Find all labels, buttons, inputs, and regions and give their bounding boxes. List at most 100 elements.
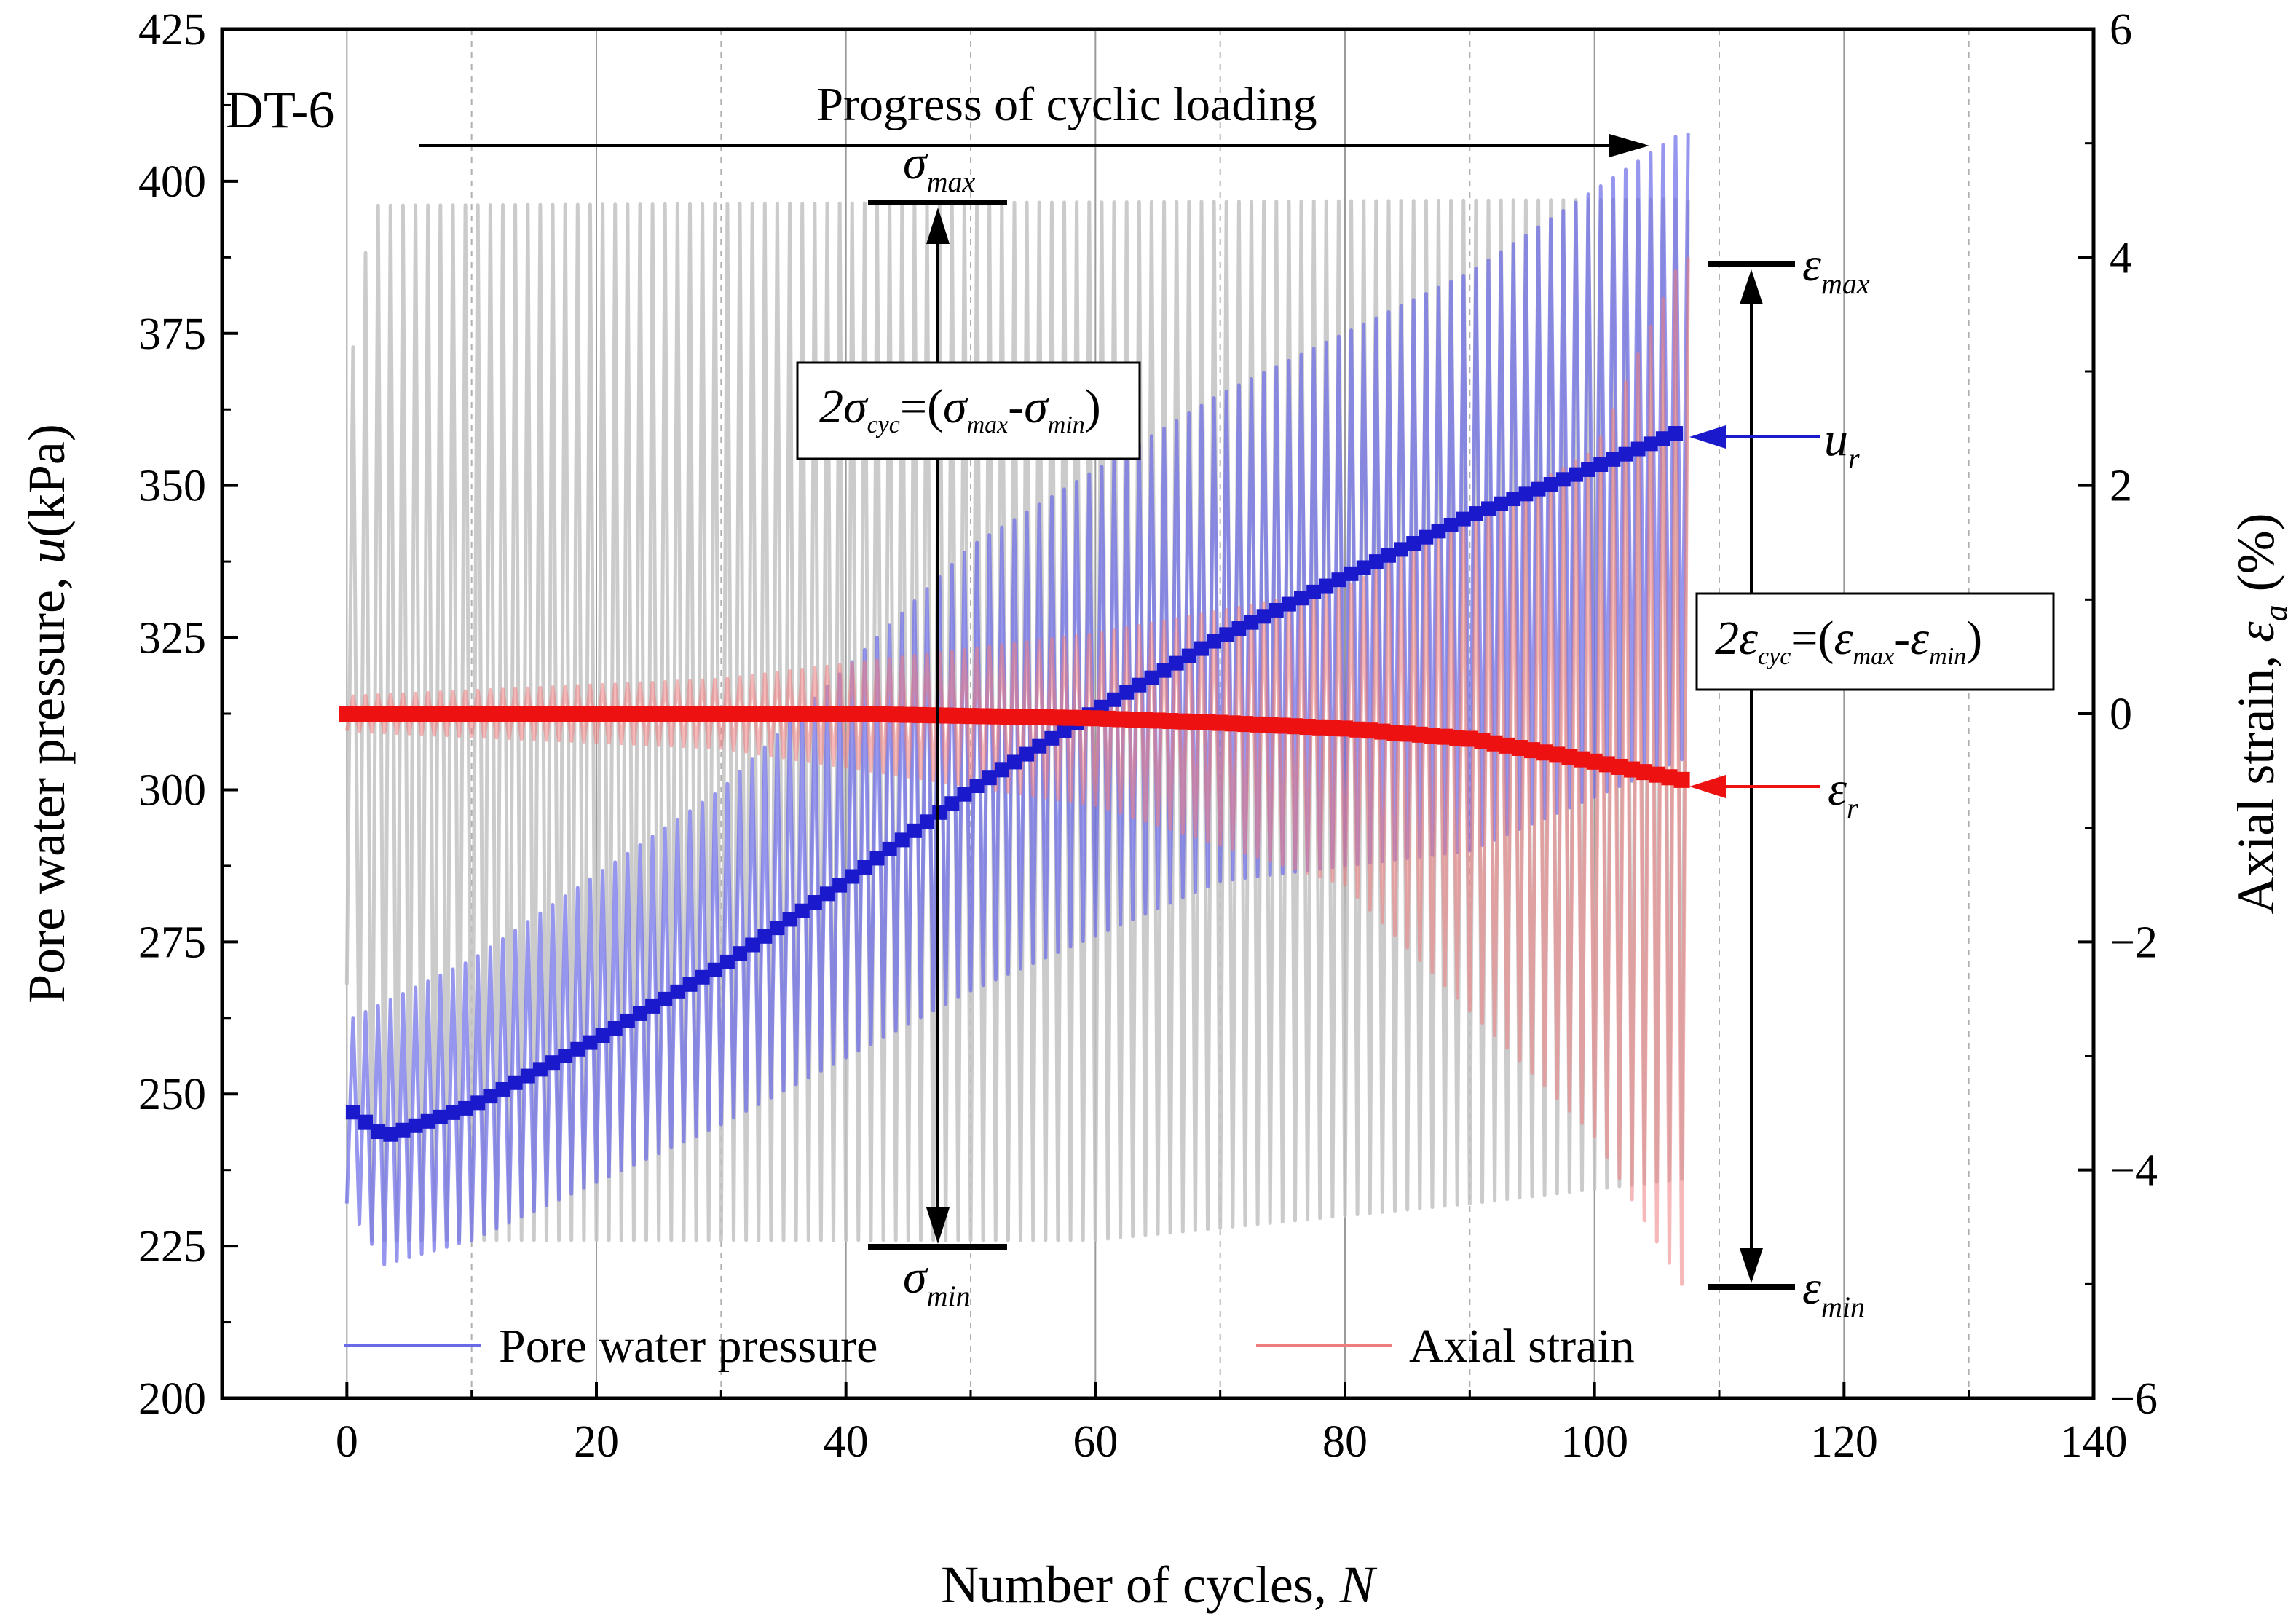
y-left-tick-label: 300: [138, 765, 206, 815]
sigma-arrow-up: [926, 208, 950, 244]
strain-residual-marker: [1411, 726, 1428, 743]
eps-arrow-down: [1740, 1248, 1763, 1283]
pore-residual-marker: [1119, 685, 1135, 700]
pore-residual-marker: [1543, 476, 1558, 492]
strain-residual-marker: [1075, 709, 1092, 726]
eps-min-label: εmin: [1802, 1261, 1865, 1323]
y-right-tick-label: −4: [2110, 1146, 2158, 1196]
strain-residual-marker: [1262, 717, 1279, 733]
pore-residual-marker: [1555, 472, 1571, 487]
eps-max-label: εmax: [1802, 238, 1870, 300]
pore-residual-marker: [733, 946, 748, 961]
strain-residual-marker: [1574, 751, 1590, 768]
pore-residual-marker: [882, 841, 897, 856]
pore-residual-marker: [1406, 536, 1421, 551]
pore-residual-marker: [1219, 627, 1234, 642]
pore-residual-marker: [1494, 496, 1509, 511]
strain-residual-marker: [1474, 733, 1491, 749]
pore-residual-marker: [1581, 462, 1596, 477]
strain-residual-marker: [1250, 716, 1266, 733]
pore-residual-marker: [1194, 641, 1209, 656]
pore-residual-marker: [408, 1118, 423, 1133]
pore-residual-marker: [1319, 578, 1334, 594]
pore-residual-marker: [932, 805, 947, 820]
legend-label-pore: Pore water pressure: [499, 1320, 877, 1373]
strain-residual-marker: [1561, 749, 1578, 765]
pore-residual-marker: [558, 1049, 573, 1063]
y-left-tick-label: 225: [138, 1222, 206, 1272]
pore-residual-marker: [1032, 738, 1047, 754]
x-axis-title: Number of cycles, N: [941, 1556, 1378, 1614]
strain-residual-marker: [1424, 728, 1440, 744]
pore-residual-marker: [1468, 506, 1483, 521]
strain-residual-marker: [1337, 720, 1353, 737]
strain-residual-marker: [1624, 761, 1641, 778]
strain-residual-marker: [713, 706, 730, 722]
strain-residual-marker: [1224, 715, 1241, 732]
strain-residual-marker: [975, 708, 992, 725]
pore-residual-marker: [1506, 492, 1521, 507]
strain-residual-marker: [1324, 720, 1341, 736]
pore-residual-marker: [1057, 722, 1072, 738]
pore-residual-marker: [483, 1089, 498, 1104]
sigma-cyc-label: 2σcyc=(σmax-σmin): [819, 380, 1101, 438]
x-tick-label: 60: [1073, 1417, 1118, 1467]
strain-residual-marker: [1486, 735, 1503, 752]
pore-residual-marker: [794, 903, 810, 918]
pore-residual-marker: [957, 787, 972, 802]
y-right-tick-label: −2: [2110, 918, 2158, 967]
pore-residual-marker: [1019, 746, 1035, 762]
y-left-tick-label: 375: [138, 310, 206, 359]
strain-residual-marker: [912, 706, 929, 723]
markers-layer: [339, 426, 1690, 1142]
x-tick-label: 40: [824, 1417, 869, 1467]
strain-residual-marker: [339, 706, 355, 722]
strain-residual-marker: [1636, 764, 1653, 781]
pore-residual-marker: [1306, 584, 1322, 599]
y-left-tick-label: 425: [138, 5, 206, 55]
strain-residual-marker: [401, 706, 417, 722]
strain-residual-marker: [1112, 711, 1129, 728]
pore-residual-marker: [745, 937, 760, 953]
pore-residual-marker: [1655, 431, 1670, 446]
pore-residual-marker: [1281, 596, 1296, 612]
pore-residual-marker: [395, 1122, 411, 1138]
strain-residual-marker: [476, 706, 492, 722]
pore-residual-marker: [495, 1081, 510, 1097]
strain-residual-marker: [1386, 725, 1403, 741]
strain-residual-marker: [451, 706, 468, 722]
pore-residual-marker: [994, 762, 1009, 778]
pore-residual-marker: [583, 1035, 598, 1050]
pore-residual-marker: [1643, 436, 1658, 452]
pore-residual-marker: [645, 998, 660, 1014]
y-left-axis-title: Pore water pressure, u(kPa): [17, 424, 76, 1004]
x-tick-label: 0: [336, 1417, 358, 1467]
strain-residual-marker: [738, 706, 754, 722]
strain-residual-marker: [613, 706, 630, 722]
strain-residual-marker: [1299, 719, 1316, 736]
strain-residual-marker: [663, 706, 679, 722]
pore-residual-marker: [545, 1055, 561, 1071]
pore-residual-marker: [807, 895, 822, 910]
pore-residual-marker: [907, 823, 922, 838]
pore-residual-marker: [458, 1100, 473, 1116]
pore-residual-marker: [719, 954, 735, 969]
pore-residual-marker: [1606, 452, 1621, 467]
y-left-tick-label: 275: [138, 918, 206, 967]
legend-label-strain: Axial strain: [1409, 1320, 1635, 1373]
strain-residual-marker: [1586, 753, 1603, 770]
strain-residual-marker: [1349, 721, 1366, 738]
pore-residual-marker: [1231, 621, 1247, 636]
y-left-tick-label: 250: [138, 1070, 206, 1119]
strain-residual-marker: [626, 706, 642, 722]
strain-residual-marker: [1000, 709, 1017, 725]
sigma-arrow-down: [926, 1207, 950, 1244]
pore-residual-marker: [1356, 560, 1371, 575]
pore-residual-marker: [1394, 542, 1409, 557]
pore-residual-marker: [1006, 754, 1022, 770]
pore-residual-marker: [1169, 655, 1184, 671]
pore-residual-marker: [1419, 529, 1434, 545]
pore-residual-marker: [1443, 517, 1459, 532]
pore-residual-marker: [1531, 481, 1546, 497]
